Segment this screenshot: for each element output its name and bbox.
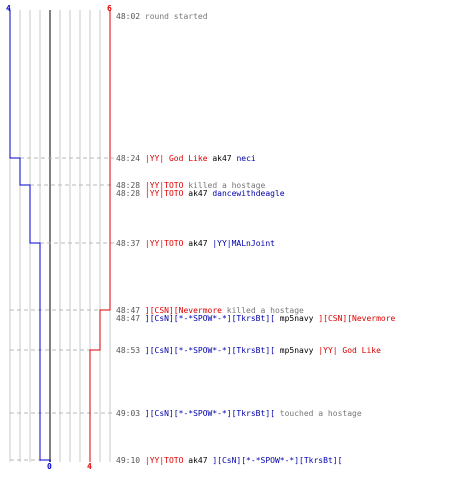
- event-text: |YY| God Like: [318, 346, 381, 355]
- event-text: round started: [144, 12, 208, 21]
- event-text: ak47: [183, 239, 213, 248]
- event-row: 48:47 ][CSN][Nevermore killed a hostage: [116, 306, 304, 315]
- red-start-count: 6: [107, 4, 112, 13]
- event-text: killed a hostage: [221, 306, 304, 315]
- event-text: dancewithdeagle: [212, 189, 285, 198]
- event-time: 48:02: [116, 12, 145, 21]
- event-row: 48:28 |YY|TOTO ak47 dancewithdeagle: [116, 189, 285, 198]
- event-row: 48:02 round started: [116, 12, 208, 21]
- event-text: ][CsN][*-*SPOW*-*][TkrsBt][: [212, 456, 343, 465]
- red-end-count: 4: [87, 462, 92, 471]
- event-time: 48:37: [116, 239, 145, 248]
- event-text: ak47: [183, 456, 213, 465]
- event-row: 48:47 ][CsN][*-*SPOW*-*][TkrsBt][ mp5nav…: [116, 314, 395, 323]
- event-text: neci: [236, 154, 256, 163]
- grid: [9, 10, 111, 462]
- event-text: ][CsN][*-*SPOW*-*][TkrsBt][: [144, 314, 275, 323]
- event-time: 48:24: [116, 154, 145, 163]
- event-text: |YY|MALnJoint: [212, 239, 275, 248]
- red-team-line: [89, 10, 111, 462]
- event-text: mp5navy: [274, 346, 319, 355]
- event-text: |YY| God Like: [144, 154, 208, 163]
- event-text: ak47: [183, 189, 213, 198]
- event-leaders: [10, 157, 114, 461]
- event-text: mp5navy: [274, 314, 319, 323]
- event-row: 49:10 |YY|TOTO ak47 ][CsN][*-*SPOW*-*][T…: [116, 456, 342, 465]
- event-text: ][CsN][*-*SPOW*-*][TkrsBt][: [144, 346, 275, 355]
- event-row: 48:53 ][CsN][*-*SPOW*-*][TkrsBt][ mp5nav…: [116, 346, 381, 355]
- event-row: 48:24 |YY| God Like ak47 neci: [116, 154, 256, 163]
- event-row: 49:03 ][CsN][*-*SPOW*-*][TkrsBt][ touche…: [116, 409, 362, 418]
- event-time: 48:47: [116, 306, 145, 315]
- event-text: |YY|TOTO: [144, 181, 184, 190]
- event-text: killed a hostage: [183, 181, 266, 190]
- event-text: ak47: [207, 154, 237, 163]
- event-text: ][CsN][*-*SPOW*-*][TkrsBt][: [144, 409, 275, 418]
- event-time: 48:53: [116, 346, 145, 355]
- event-text: ][CSN][Nevermore: [318, 314, 396, 323]
- event-time: 48:28: [116, 181, 145, 190]
- event-text: |YY|TOTO: [144, 239, 184, 248]
- blue-start-count: 4: [6, 4, 11, 13]
- event-text: |YY|TOTO: [144, 456, 184, 465]
- blue-end-count: 0: [47, 462, 52, 471]
- event-time: 49:03: [116, 409, 145, 418]
- event-text: ][CSN][Nevermore: [144, 306, 222, 315]
- event-row: 48:28 |YY|TOTO killed a hostage: [116, 181, 265, 190]
- event-time: 48:47: [116, 314, 145, 323]
- event-row: 48:37 |YY|TOTO ak47 |YY|MALnJoint: [116, 239, 275, 248]
- event-text: touched a hostage: [274, 409, 362, 418]
- event-time: 48:28: [116, 189, 145, 198]
- event-text: |YY|TOTO: [144, 189, 184, 198]
- blue-team-line: [9, 10, 51, 462]
- event-time: 49:10: [116, 456, 145, 465]
